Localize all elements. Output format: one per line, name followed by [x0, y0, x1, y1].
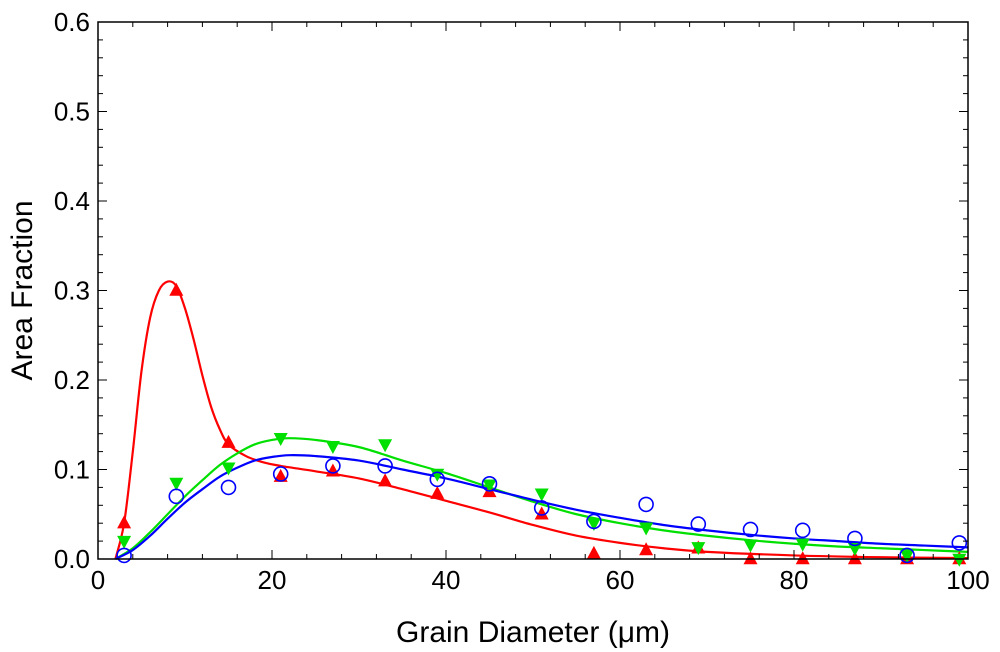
y-tick-label: 0.1 [54, 455, 90, 485]
data-point [220, 479, 237, 496]
data-point [586, 518, 601, 531]
data-point [847, 530, 863, 547]
data-point [482, 479, 497, 493]
axis-ticks [97, 21, 969, 560]
data-points [116, 282, 968, 567]
data-point [221, 434, 236, 448]
fit-curve-series-2 [114, 454, 969, 560]
data-point [169, 282, 184, 296]
data-point [377, 458, 393, 474]
data-point [534, 506, 549, 520]
data-point [534, 488, 549, 502]
y-tick-label: 0.2 [54, 365, 90, 395]
y-tick-label: 0.4 [54, 186, 90, 216]
data-point [586, 513, 602, 530]
data-point [743, 551, 758, 565]
data-point [847, 551, 862, 565]
data-point [429, 471, 446, 488]
x-tick-label: 60 [606, 565, 635, 595]
data-point [117, 515, 132, 529]
data-point [430, 468, 445, 482]
data-point [691, 542, 706, 556]
data-point [952, 553, 967, 567]
y-tick-labels: 0.0 0.1 0.2 0.3 0.4 0.5 0.6 [54, 7, 90, 574]
data-point [639, 522, 654, 536]
y-tick-label: 0.3 [54, 276, 90, 306]
x-tick-labels: 0 20 40 60 80 100 [91, 565, 990, 595]
data-point [168, 488, 185, 505]
y-tick-label: 0.6 [54, 7, 90, 37]
data-point [378, 473, 393, 487]
data-point [169, 477, 184, 491]
plot-frame [97, 21, 969, 560]
x-tick-label: 0 [91, 565, 105, 595]
data-point [273, 468, 288, 482]
x-tick-label: 40 [432, 565, 461, 595]
data-point [899, 547, 915, 564]
data-point [639, 542, 654, 556]
data-point [743, 539, 758, 553]
data-point [638, 496, 654, 513]
data-point [117, 535, 132, 549]
x-tick-label: 20 [258, 565, 287, 595]
data-point [742, 521, 759, 538]
x-tick-label: 100 [946, 565, 989, 595]
data-point [847, 543, 862, 557]
data-point [430, 485, 445, 499]
data-point [325, 463, 340, 477]
data-point [533, 500, 550, 516]
data-point [481, 476, 498, 492]
data-point [116, 547, 132, 564]
data-point [325, 441, 340, 455]
y-axis-label: Area Fraction [6, 200, 39, 380]
data-point [378, 439, 393, 453]
data-point [795, 551, 810, 565]
data-point [272, 466, 289, 482]
data-point [221, 462, 236, 476]
x-axis-label: Grain Diameter (μm) [396, 616, 670, 649]
y-tick-label: 0.0 [54, 544, 90, 574]
data-point [951, 535, 968, 551]
data-point [325, 458, 341, 474]
data-point [273, 432, 288, 446]
data-point [795, 538, 810, 552]
data-point [586, 545, 601, 559]
y-tick-label: 0.5 [54, 97, 90, 127]
data-point [794, 522, 811, 539]
data-point [900, 550, 915, 564]
data-point [690, 516, 707, 532]
x-tick-label: 80 [780, 565, 809, 595]
fit-curve-series-1 [114, 437, 969, 560]
